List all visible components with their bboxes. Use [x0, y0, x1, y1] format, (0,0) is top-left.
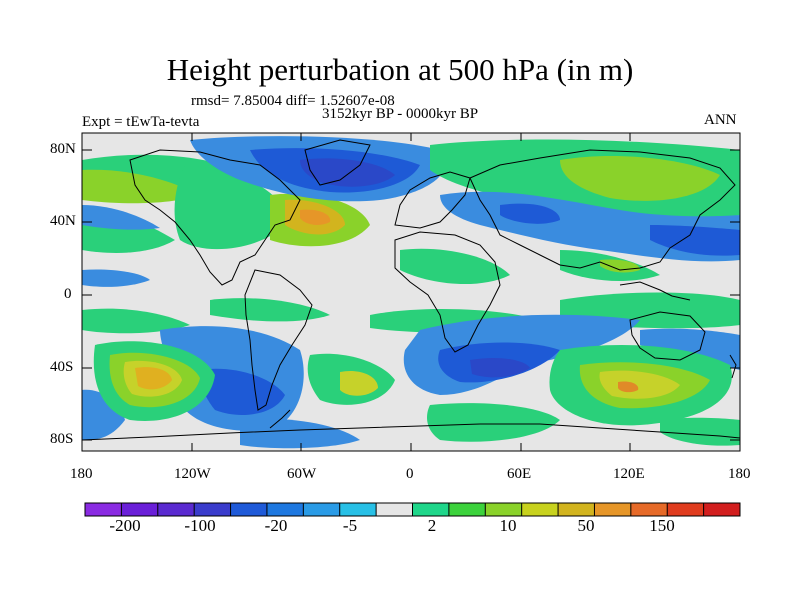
colorbar-swatch [157, 503, 195, 516]
colorbar [84, 502, 741, 517]
contour-pos-south-atlantic-core [340, 370, 378, 396]
contour-neg-south-indian-core [470, 357, 530, 378]
lon-label-120w: 120W [174, 466, 211, 482]
lon-label-120e: 120E [613, 466, 645, 482]
lat-label-0: 0 [64, 286, 72, 302]
colorbar-swatch [594, 503, 632, 516]
experiment-label: Expt = tEwTa-tevta [82, 114, 200, 130]
colorbar-label-10: 10 [499, 516, 517, 535]
coastlines [82, 139, 740, 441]
contour-field [82, 133, 740, 451]
lat-label-40n: 40N [50, 213, 76, 229]
coast-asia [469, 149, 736, 271]
colorbar-swatch [266, 503, 304, 516]
lat-ticks [82, 149, 740, 441]
colorbar-swatch [339, 503, 377, 516]
contour-pos-africa-north [400, 248, 510, 285]
rmsd-stats: rmsd= 7.85004 diff= 1.52607e-08 [191, 93, 395, 109]
contour-neg-north-pacific [82, 205, 160, 230]
contour-pos-na-west-core [82, 169, 200, 204]
coast-south-america [244, 269, 313, 411]
season-label: ANN [704, 112, 737, 128]
colorbar-label-neg200: -200 [109, 516, 141, 535]
contour-pos-trop-america [210, 298, 330, 322]
colorbar-swatch [703, 503, 741, 516]
coast-greenland [304, 139, 371, 186]
period-label: 3152kyr BP - 0000kyr BP [322, 106, 479, 122]
coast-antarctica [82, 423, 740, 441]
contour-neg-antarctic-west [240, 418, 360, 449]
lon-label-60e: 60E [507, 466, 532, 482]
contour-neg-sh-pacific-north [82, 269, 150, 287]
contour-pos-siberia [560, 155, 720, 201]
coast-indonesia [619, 281, 691, 301]
contour-pos-south-indian-east-peak [618, 381, 639, 393]
lat-label-40s: 40S [50, 359, 74, 375]
colorbar-label-50: 50 [577, 516, 595, 535]
lon-ticks [81, 133, 741, 451]
coast-africa [394, 231, 501, 353]
colorbar-swatch [412, 503, 450, 516]
colorbar-swatch [448, 503, 486, 516]
colorbar-swatch [303, 503, 341, 516]
colorbar-label-neg5: -5 [342, 516, 358, 535]
colorbar-swatch [667, 503, 705, 516]
colorbar-swatch [85, 503, 122, 516]
lon-label-60w: 60W [287, 466, 317, 482]
colorbar-swatch [630, 503, 668, 516]
lon-label-0: 0 [406, 466, 414, 482]
contour-pos-trop-pacific [82, 308, 190, 334]
contour-pos-atlantic-peak [300, 209, 331, 225]
colorbar-swatch [376, 503, 413, 516]
colorbar-swatch [230, 503, 268, 516]
colorbar-frame [84, 502, 741, 517]
colorbar-swatch [485, 503, 523, 516]
contour-neg-central-asia [500, 203, 560, 224]
contour-neg-arctic-core [300, 158, 395, 187]
coast-antarctic-peninsula [269, 409, 291, 429]
contour-pos-south-pacific-core [135, 367, 172, 390]
contour-pos-antarctic-coast [427, 403, 560, 442]
contour-pos-atlantic-rim [174, 165, 290, 250]
lon-label-180w: 180 [70, 466, 93, 482]
colorbar-label-2: 2 [427, 516, 437, 535]
lat-label-80n: 80N [50, 141, 76, 157]
map-title: Height perturbation at 500 hPa (in m) [166, 52, 634, 87]
coast-north-america [129, 149, 301, 286]
colorbar-swatch [521, 503, 559, 516]
lat-label-80s: 80S [50, 431, 74, 447]
contour-pos-south-indian-east-inner [599, 370, 680, 399]
colorbar-swatch [121, 503, 159, 516]
contour-neg-south-pacific-core [200, 368, 285, 415]
contour-pos-antarctic-east [660, 417, 740, 446]
colorbar-label-neg20: -20 [264, 516, 288, 535]
contour-neg-west-pacific [650, 225, 740, 256]
coast-new-zealand [729, 354, 737, 379]
colorbar-swatch [558, 503, 595, 516]
lon-label-180e: 180 [728, 466, 751, 482]
colorbar-swatch [194, 503, 232, 516]
colorbar-label-neg100: -100 [184, 516, 216, 535]
coast-australia [629, 311, 706, 361]
colorbar-label-150: 150 [649, 516, 675, 535]
